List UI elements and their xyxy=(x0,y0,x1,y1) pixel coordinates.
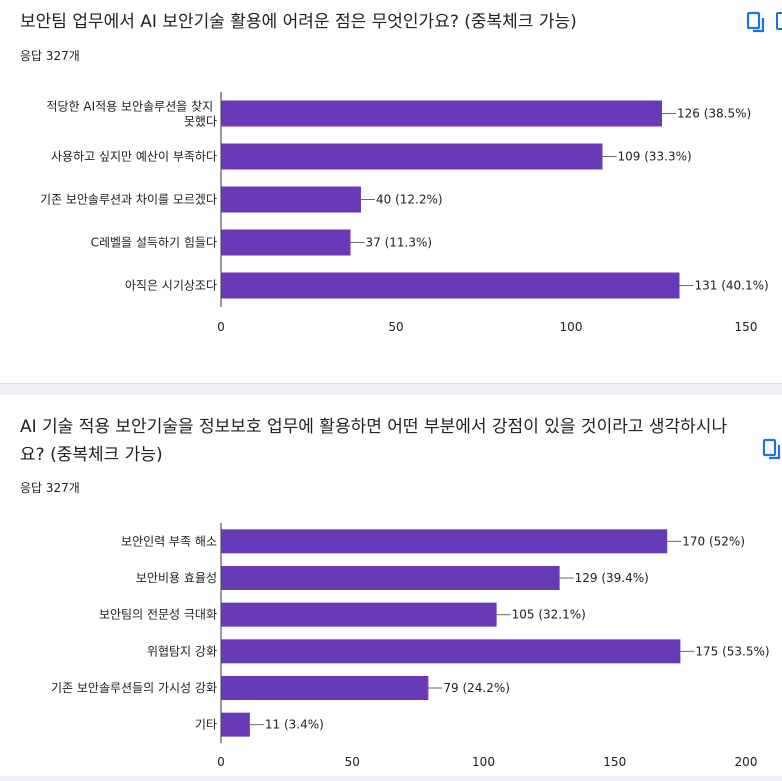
category-label: 보안팀의 전문성 극대화 xyxy=(99,608,217,622)
question-title: 보안팀 업무에서 AI 보안기술 활용에 어려운 점은 무엇인가요? (중복체크… xyxy=(20,12,577,32)
data-label: 175 (53.5%) xyxy=(695,644,769,658)
category-label: 아직은 시기상조다 xyxy=(125,279,217,293)
copy-chart-button[interactable] xyxy=(760,437,782,461)
bar xyxy=(221,566,560,590)
copy-chart-button[interactable] xyxy=(744,10,768,34)
data-label: 129 (39.4%) xyxy=(575,571,649,585)
tick-label: 150 xyxy=(603,755,626,769)
card-divider xyxy=(0,383,782,395)
tick-label: 0 xyxy=(217,755,225,769)
bar-chart-2: 보안인력 부족 해소 170 (52%) 보안비용 효율성 129 (39.4%) 보안… xyxy=(51,523,770,769)
bar xyxy=(221,529,668,554)
question-title: AI 기술 적용 보안기술을 정보보호 업무에 활용하면 어떤 부분에서 강점이… xyxy=(20,417,728,465)
bar xyxy=(221,712,250,737)
tick-label: 50 xyxy=(388,320,403,334)
bar xyxy=(221,676,429,700)
data-label: 40 (12.2%) xyxy=(376,193,443,207)
data-label: 37 (11.3%) xyxy=(366,236,433,250)
bar xyxy=(221,602,497,627)
copy-chart-icon xyxy=(762,438,781,460)
response-count: 응답 327개 xyxy=(20,49,80,63)
tick-label: 0 xyxy=(217,320,225,334)
category-label: 기존 보안솔루션들의 가시성 강화 xyxy=(51,681,217,695)
category-label: 보안인력 부족 해소 xyxy=(121,534,217,548)
data-label: 105 (32.1%) xyxy=(512,608,586,622)
bar xyxy=(221,639,681,664)
overflow-icon xyxy=(776,12,782,34)
tick-label: 100 xyxy=(560,320,583,334)
category-label: 기존 보안솔루션과 차이를 모르겠다 xyxy=(40,193,217,207)
copy-chart-icon xyxy=(746,11,765,33)
bottom-divider xyxy=(0,776,782,781)
question-card-1: 보안팀 업무에서 AI 보안기술 활용에 어려운 점은 무엇인가요? (중복체크… xyxy=(0,0,782,383)
data-label: 109 (33.3%) xyxy=(618,150,692,164)
bar xyxy=(221,143,603,170)
category-label: 위협탐지 강화 xyxy=(147,644,217,658)
category-label: 보안비용 효율성 xyxy=(136,571,217,585)
bar xyxy=(221,272,680,299)
data-label: 131 (40.1%) xyxy=(695,279,769,293)
category-label: 적당한 AI적용 보안솔루션을 찾지 못했다 xyxy=(46,100,217,129)
tick-label: 50 xyxy=(345,755,360,769)
tick-label: 100 xyxy=(472,755,495,769)
response-count: 응답 327개 xyxy=(20,481,80,495)
data-label: 126 (38.5%) xyxy=(677,107,751,121)
tick-label: 150 xyxy=(735,320,758,334)
category-label: 기타 xyxy=(195,718,217,732)
bar xyxy=(221,100,662,127)
data-label: 11 (3.4%) xyxy=(265,718,324,732)
data-label: 79 (24.2%) xyxy=(443,681,510,695)
bar xyxy=(221,186,361,213)
question-card-2: AI 기술 적용 보안기술을 정보보호 업무에 활용하면 어떤 부분에서 강점이… xyxy=(0,395,782,781)
category-label: C레벨을 설득하기 힘들다 xyxy=(91,236,217,250)
category-label: 사용하고 싶지만 예산이 부족하다 xyxy=(51,150,217,164)
data-label: 170 (52%) xyxy=(682,534,745,548)
bar-chart-1: 적당한 AI적용 보안솔루션을 찾지 못했다 126 (38.5%) 사용하고 싶지… xyxy=(40,92,769,334)
tick-label: 200 xyxy=(735,755,758,769)
bar xyxy=(221,229,351,256)
